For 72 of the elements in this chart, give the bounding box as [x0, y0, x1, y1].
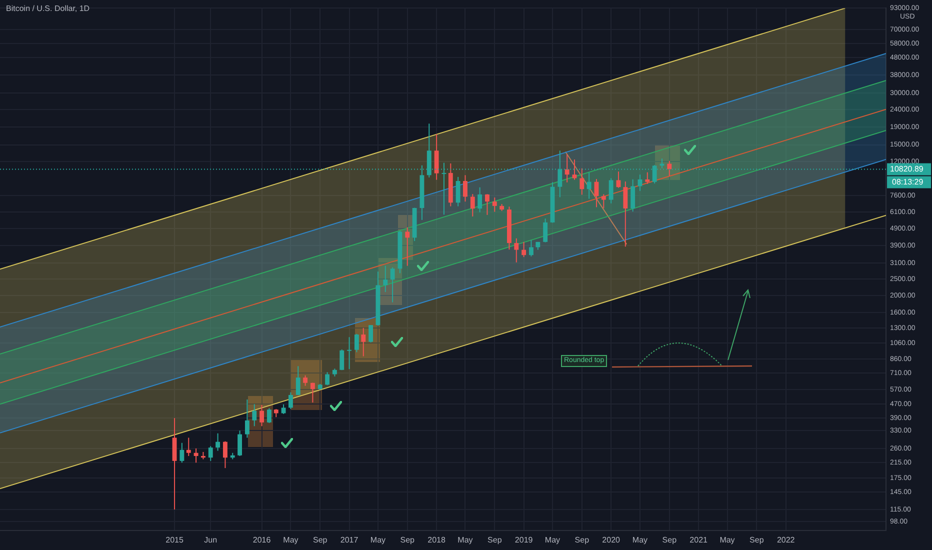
x-tick-label: May	[632, 535, 648, 544]
x-tick-label: 2022	[776, 535, 796, 544]
x-tick-label: May	[720, 535, 735, 544]
candlestick	[645, 172, 650, 184]
candlestick	[216, 432, 220, 452]
candlestick	[310, 382, 315, 404]
candlestick	[608, 178, 614, 204]
candlestick	[354, 333, 359, 353]
candlestick	[586, 172, 592, 200]
candlestick	[601, 194, 606, 209]
candlestick	[340, 348, 344, 371]
candlestick	[564, 154, 570, 183]
candlestick	[288, 392, 293, 410]
x-tick-label: 2018	[428, 535, 446, 544]
candlestick	[368, 324, 374, 344]
candlestick	[252, 404, 257, 427]
x-tick-label: Jun	[204, 535, 218, 544]
candlestick	[186, 437, 191, 456]
candlestick	[172, 418, 177, 510]
candlestick	[543, 218, 548, 243]
x-tick-label: Sep	[574, 535, 590, 544]
candlestick	[492, 197, 497, 212]
candlestick	[180, 442, 184, 464]
x-tick-label: 2017	[340, 535, 359, 544]
candlestick	[623, 180, 628, 248]
x-tick-label: Sep	[662, 535, 678, 544]
candlestick	[208, 446, 213, 462]
candlestick	[405, 226, 410, 266]
x-tick-label: Sep	[313, 535, 328, 544]
x-tick-label: May	[458, 535, 473, 544]
x-tick-label: May	[544, 535, 560, 544]
candlestick	[390, 266, 395, 303]
candlestick	[456, 176, 460, 207]
candlestick	[616, 171, 621, 188]
candlestick	[514, 238, 519, 263]
x-tick-label: 2021	[690, 535, 708, 544]
x-tick-label: Sep	[750, 535, 764, 544]
x-tick-label: 2015	[166, 535, 184, 544]
candlestick	[361, 327, 366, 357]
candlestick	[667, 160, 672, 177]
candlestick	[281, 404, 286, 414]
candlestick	[470, 194, 475, 217]
candlestick	[383, 265, 388, 293]
x-tick-label: May	[370, 535, 386, 544]
x-tick-label: Sep	[400, 535, 416, 544]
candlestick	[580, 168, 584, 196]
x-tick-label: Sep	[488, 535, 502, 544]
candlestick	[194, 448, 198, 464]
candlestick	[244, 398, 250, 438]
candlestick	[660, 158, 664, 169]
candlestick	[528, 240, 534, 257]
candlestick	[347, 336, 352, 370]
candlestick	[522, 241, 526, 258]
x-tick-label: 2019	[514, 535, 534, 544]
candlestick	[434, 134, 439, 180]
candlestick	[303, 374, 308, 386]
candlestick	[222, 440, 228, 469]
candlestick	[266, 408, 272, 424]
candlestick	[238, 430, 242, 456]
x-tick-label: 2020	[602, 535, 621, 544]
candlestick	[630, 178, 636, 212]
candlestick	[260, 404, 264, 427]
chart-title: Bitcoin / U.S. Dollar, 1D	[6, 4, 90, 13]
candlestick	[463, 174, 468, 202]
x-tick-label: May	[283, 535, 298, 544]
x-tick-label: 2016	[252, 535, 272, 544]
text: 08:13:29	[892, 177, 924, 186]
candlestick	[325, 372, 330, 386]
ref-line-label: 10820.89	[890, 164, 924, 174]
candlestick	[485, 194, 490, 216]
candlestick	[478, 186, 482, 213]
candlestick	[296, 366, 300, 396]
